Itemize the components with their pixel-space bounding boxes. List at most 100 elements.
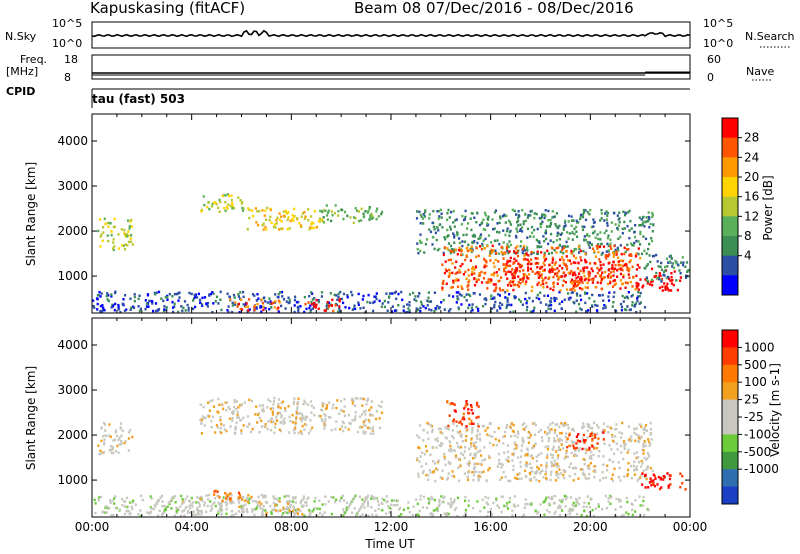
data-cell [323, 309, 326, 312]
data-cell [495, 271, 498, 274]
data-cell [362, 397, 365, 401]
data-cell [620, 267, 623, 270]
data-cell [323, 423, 326, 426]
data-cell [505, 214, 508, 218]
data-cell [648, 444, 651, 447]
data-cell [686, 270, 689, 273]
data-cell [395, 309, 398, 312]
data-cell [684, 276, 688, 279]
data-cell [293, 431, 296, 435]
data-cell [269, 504, 272, 508]
data-cell [455, 420, 458, 423]
data-cell [551, 456, 554, 460]
data-cell [219, 290, 222, 294]
data-cell [610, 496, 613, 499]
data-cell [299, 502, 302, 505]
data-cell [198, 298, 202, 302]
data-cell [110, 293, 113, 296]
data-cell [318, 414, 321, 418]
data-cell [591, 231, 595, 235]
data-cell [444, 513, 448, 517]
data-cell [225, 429, 228, 433]
data-cell [681, 474, 684, 478]
data-cell [419, 249, 422, 253]
data-cell [486, 244, 489, 248]
data-cell [539, 472, 542, 475]
data-cell [259, 404, 262, 408]
data-cell [480, 454, 483, 457]
data-cell [117, 451, 120, 454]
data-cell [448, 440, 451, 443]
data-cell [640, 218, 643, 221]
data-cell [408, 293, 412, 296]
data-cell [544, 445, 547, 448]
data-cell [224, 201, 227, 204]
data-cell [346, 296, 349, 299]
data-cell [524, 282, 527, 286]
data-cell [650, 438, 653, 441]
data-cell [197, 501, 200, 504]
data-cell [131, 435, 134, 439]
colorbar-tick-label: 8 [744, 229, 752, 243]
colorbar-tick-label: -100 [744, 427, 771, 441]
data-cell [432, 470, 436, 473]
data-cell [187, 309, 190, 312]
data-cell [667, 277, 671, 281]
data-cell [117, 308, 120, 311]
data-cell [108, 506, 111, 510]
data-cell [449, 402, 452, 406]
data-cell [476, 211, 479, 215]
data-cell [566, 437, 569, 441]
data-cell [360, 207, 363, 211]
data-cell [256, 421, 259, 424]
data-cell [537, 262, 540, 265]
data-cell [568, 272, 571, 275]
data-cell [455, 506, 458, 510]
data-cell [555, 473, 558, 477]
data-cell [536, 512, 539, 515]
y-tick-label: 4000 [57, 338, 88, 352]
colorbar-swatch [722, 347, 738, 366]
freq-tick-high: 18 [64, 53, 78, 66]
data-cell [380, 501, 383, 505]
data-cell [371, 426, 374, 429]
data-cell [664, 269, 667, 272]
data-cell [658, 487, 662, 491]
data-cell [650, 280, 653, 284]
data-cell [358, 495, 361, 499]
data-cell [516, 267, 519, 270]
data-cell [568, 475, 571, 478]
data-cell [594, 470, 597, 473]
data-cell [586, 286, 589, 289]
data-cell [621, 259, 625, 263]
data-cell [217, 501, 220, 505]
data-cell [203, 424, 206, 427]
data-cell [289, 419, 292, 423]
data-cell [296, 402, 299, 406]
data-cell [110, 295, 113, 298]
data-cell [368, 408, 371, 412]
data-cell [231, 310, 234, 314]
data-cell [611, 433, 614, 437]
data-cell [422, 469, 425, 473]
data-cell [618, 500, 621, 503]
data-cell [471, 267, 474, 271]
data-cell [507, 245, 510, 249]
data-cell [541, 469, 544, 472]
data-cell [556, 234, 559, 237]
data-cell [606, 214, 609, 217]
data-cell [586, 429, 589, 433]
data-cell [625, 265, 628, 268]
data-cell [297, 397, 300, 400]
data-cell [366, 503, 370, 506]
data-cell [288, 502, 291, 505]
data-cell [566, 259, 570, 262]
data-cell [487, 468, 490, 472]
data-cell [322, 216, 325, 219]
data-cell [373, 300, 376, 303]
data-cell [632, 275, 635, 279]
data-cell [555, 450, 558, 453]
data-cell [628, 236, 631, 240]
data-cell [536, 266, 539, 269]
